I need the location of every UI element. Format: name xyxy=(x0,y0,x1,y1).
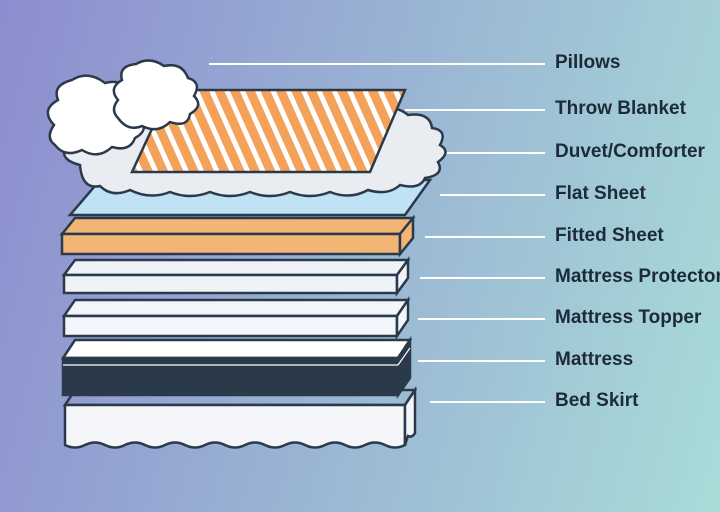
layer-fitted-sheet xyxy=(62,218,413,254)
bed-layers-diagram xyxy=(0,0,720,512)
layer-mattress-protector xyxy=(64,260,408,293)
layer-mattress xyxy=(63,340,410,395)
layer-bed-skirt xyxy=(65,390,415,448)
layer-mattress-topper xyxy=(64,300,408,336)
